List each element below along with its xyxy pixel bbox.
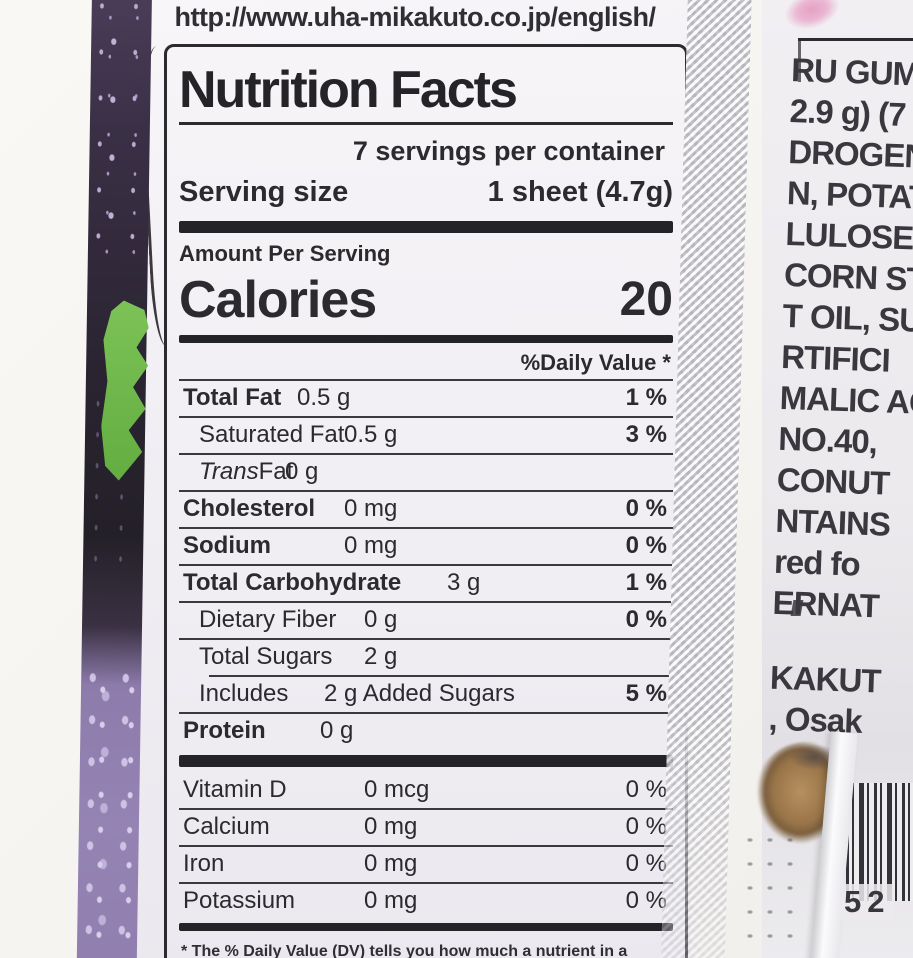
- nutrition-row: Sodium 0 mg 0 %: [179, 529, 673, 564]
- nutrition-row: Dietary Fiber 0 g 0 %: [179, 603, 673, 638]
- nutrient-dv: 1 %: [625, 569, 667, 596]
- nutrition-row: Protein 0 g: [179, 714, 673, 749]
- divider: [179, 601, 673, 603]
- grape-speckle-texture: [76, 665, 142, 958]
- calories-value: 20: [619, 273, 673, 326]
- crimp-texture-marks: [740, 828, 802, 958]
- servings-per-container: 7 servings per container: [352, 136, 665, 166]
- nutrient-amount: 0 mg: [364, 813, 418, 840]
- divider: [179, 416, 673, 418]
- ingredients-text: RU GUMMY 2.9 g) (7 S DROGENA N, POTAT LU…: [738, 48, 913, 746]
- divider: [179, 379, 673, 381]
- micronutrient-row: Potassium 0 mg 0 %: [179, 884, 673, 919]
- micronutrient-row: Vitamin D 0 mcg 0 %: [179, 773, 673, 808]
- nutrient-amount: 0 mg: [344, 495, 398, 522]
- serving-size-label: Serving size: [179, 176, 349, 208]
- medium-divider: [179, 923, 673, 931]
- nutrient-dv: 0 %: [625, 776, 667, 803]
- nutrient-dv: 0 %: [625, 887, 667, 914]
- nutrient-name: Includes: [199, 680, 289, 707]
- label-title: Nutrition Facts: [179, 61, 518, 119]
- nutrition-row: Includes 2 g Added Sugars 5 %: [179, 677, 673, 712]
- daily-value-footnote: * The % Daily Value (DV) tells you how m…: [179, 935, 673, 958]
- package-front-panel: http://www.uha-mikakuto.co.jp/english/ N…: [106, 0, 690, 958]
- ingredients-box-border: [798, 38, 801, 82]
- divider: [179, 453, 673, 455]
- divider: [179, 490, 673, 492]
- divider: [179, 638, 673, 640]
- nutrition-facts-label: Nutrition Facts 7 servings per container…: [164, 44, 688, 958]
- nutrient-amount: 2 g Added Sugars: [324, 680, 515, 707]
- amount-per-serving: Amount Per Serving: [179, 241, 391, 266]
- nutrient-name: Total Carbohydrate: [183, 569, 402, 596]
- divider: [179, 808, 673, 810]
- calories-label: Calories: [179, 271, 377, 329]
- nutrient-dv: 5 %: [625, 680, 667, 707]
- calories-row: Calories 20: [179, 269, 673, 331]
- thick-divider: [179, 755, 673, 767]
- divider: [179, 845, 673, 847]
- nutrient-dv: 1 %: [625, 384, 667, 411]
- nutrient-dv: 3 %: [625, 421, 667, 448]
- divider: [209, 675, 673, 677]
- nutrient-amount: 0 mg: [344, 532, 398, 559]
- nutrient-name: Calcium: [183, 813, 270, 840]
- nutrient-name: Cholesterol: [183, 495, 316, 522]
- nutrient-amount: 0.5 g: [344, 421, 398, 448]
- nutrient-name: Fat: [258, 458, 294, 485]
- website-url: http://www.uha-mikakuto.co.jp/english/: [174, 2, 656, 32]
- nutrient-name: Total Fat: [183, 384, 282, 411]
- nutrient-amount: 3 g: [447, 569, 481, 596]
- pink-art-smudge: [779, 0, 845, 36]
- nutrient-dv: 0 %: [625, 495, 667, 522]
- divider: [179, 527, 673, 529]
- footnote-line: * The % Daily Value (DV) tells you how m…: [181, 943, 628, 958]
- nutrition-row: Trans Fat 0 g: [179, 455, 673, 490]
- nutrition-row: Total Sugars 2 g: [179, 640, 673, 675]
- micronutrient-row: Calcium 0 mg 0 %: [179, 810, 673, 845]
- divider: [179, 712, 673, 714]
- nutrient-dv: 0 %: [625, 606, 667, 633]
- divider: [179, 122, 673, 125]
- nutrient-amount: 0.5 g: [297, 384, 351, 411]
- nutrient-name: Vitamin D: [183, 776, 287, 803]
- nutrient-amount: 0 g: [364, 606, 398, 633]
- nutrient-name: Dietary Fiber: [199, 606, 337, 633]
- nutrient-dv: 0 %: [625, 813, 667, 840]
- nutrient-name: Protein: [183, 717, 266, 744]
- nutrient-dv: 0 %: [625, 532, 667, 559]
- thick-divider: [179, 221, 673, 233]
- nutrient-name: Iron: [183, 850, 225, 877]
- serving-size-value: 1 sheet (4.7g): [487, 176, 673, 208]
- nutrient-name: Total Sugars: [199, 643, 333, 670]
- nutrient-name: Potassium: [183, 887, 296, 914]
- ingredients-box-border: [798, 38, 913, 41]
- divider: [179, 882, 673, 884]
- nutrient-amount: 0 g: [285, 458, 319, 485]
- nutrient-name: Sodium: [183, 532, 271, 559]
- nutrient-amount: 0 mcg: [364, 776, 430, 803]
- ingredients-line: ERNAT: [772, 583, 880, 625]
- nutrition-row: Cholesterol 0 mg 0 %: [179, 492, 673, 527]
- daily-value-header: %Daily Value *: [520, 350, 671, 375]
- nutrient-amount: 0 mg: [364, 887, 418, 914]
- barcode-digits: 52: [840, 884, 895, 920]
- nutrient-dv: 0 %: [625, 850, 667, 877]
- serving-size-row: Serving size 1 sheet (4.7g): [179, 169, 673, 215]
- nutrient-name: Saturated Fat: [199, 421, 345, 448]
- nutrient-amount: 0 mg: [364, 850, 418, 877]
- nutrient-amount: 2 g: [364, 643, 398, 670]
- divider: [179, 564, 673, 566]
- nutrition-row: Saturated Fat 0.5 g 3 %: [179, 418, 673, 453]
- nutrient-name-italic: Trans: [199, 458, 259, 485]
- medium-divider: [179, 335, 673, 343]
- nutrient-amount: 0 g: [320, 717, 354, 744]
- grape-speckle-texture: [87, 0, 152, 261]
- nutrition-row: Total Carbohydrate 3 g 1 %: [179, 566, 673, 601]
- micronutrient-row: Iron 0 mg 0 %: [179, 847, 673, 882]
- nutrition-row: Total Fat 0.5 g 1 %: [179, 381, 673, 416]
